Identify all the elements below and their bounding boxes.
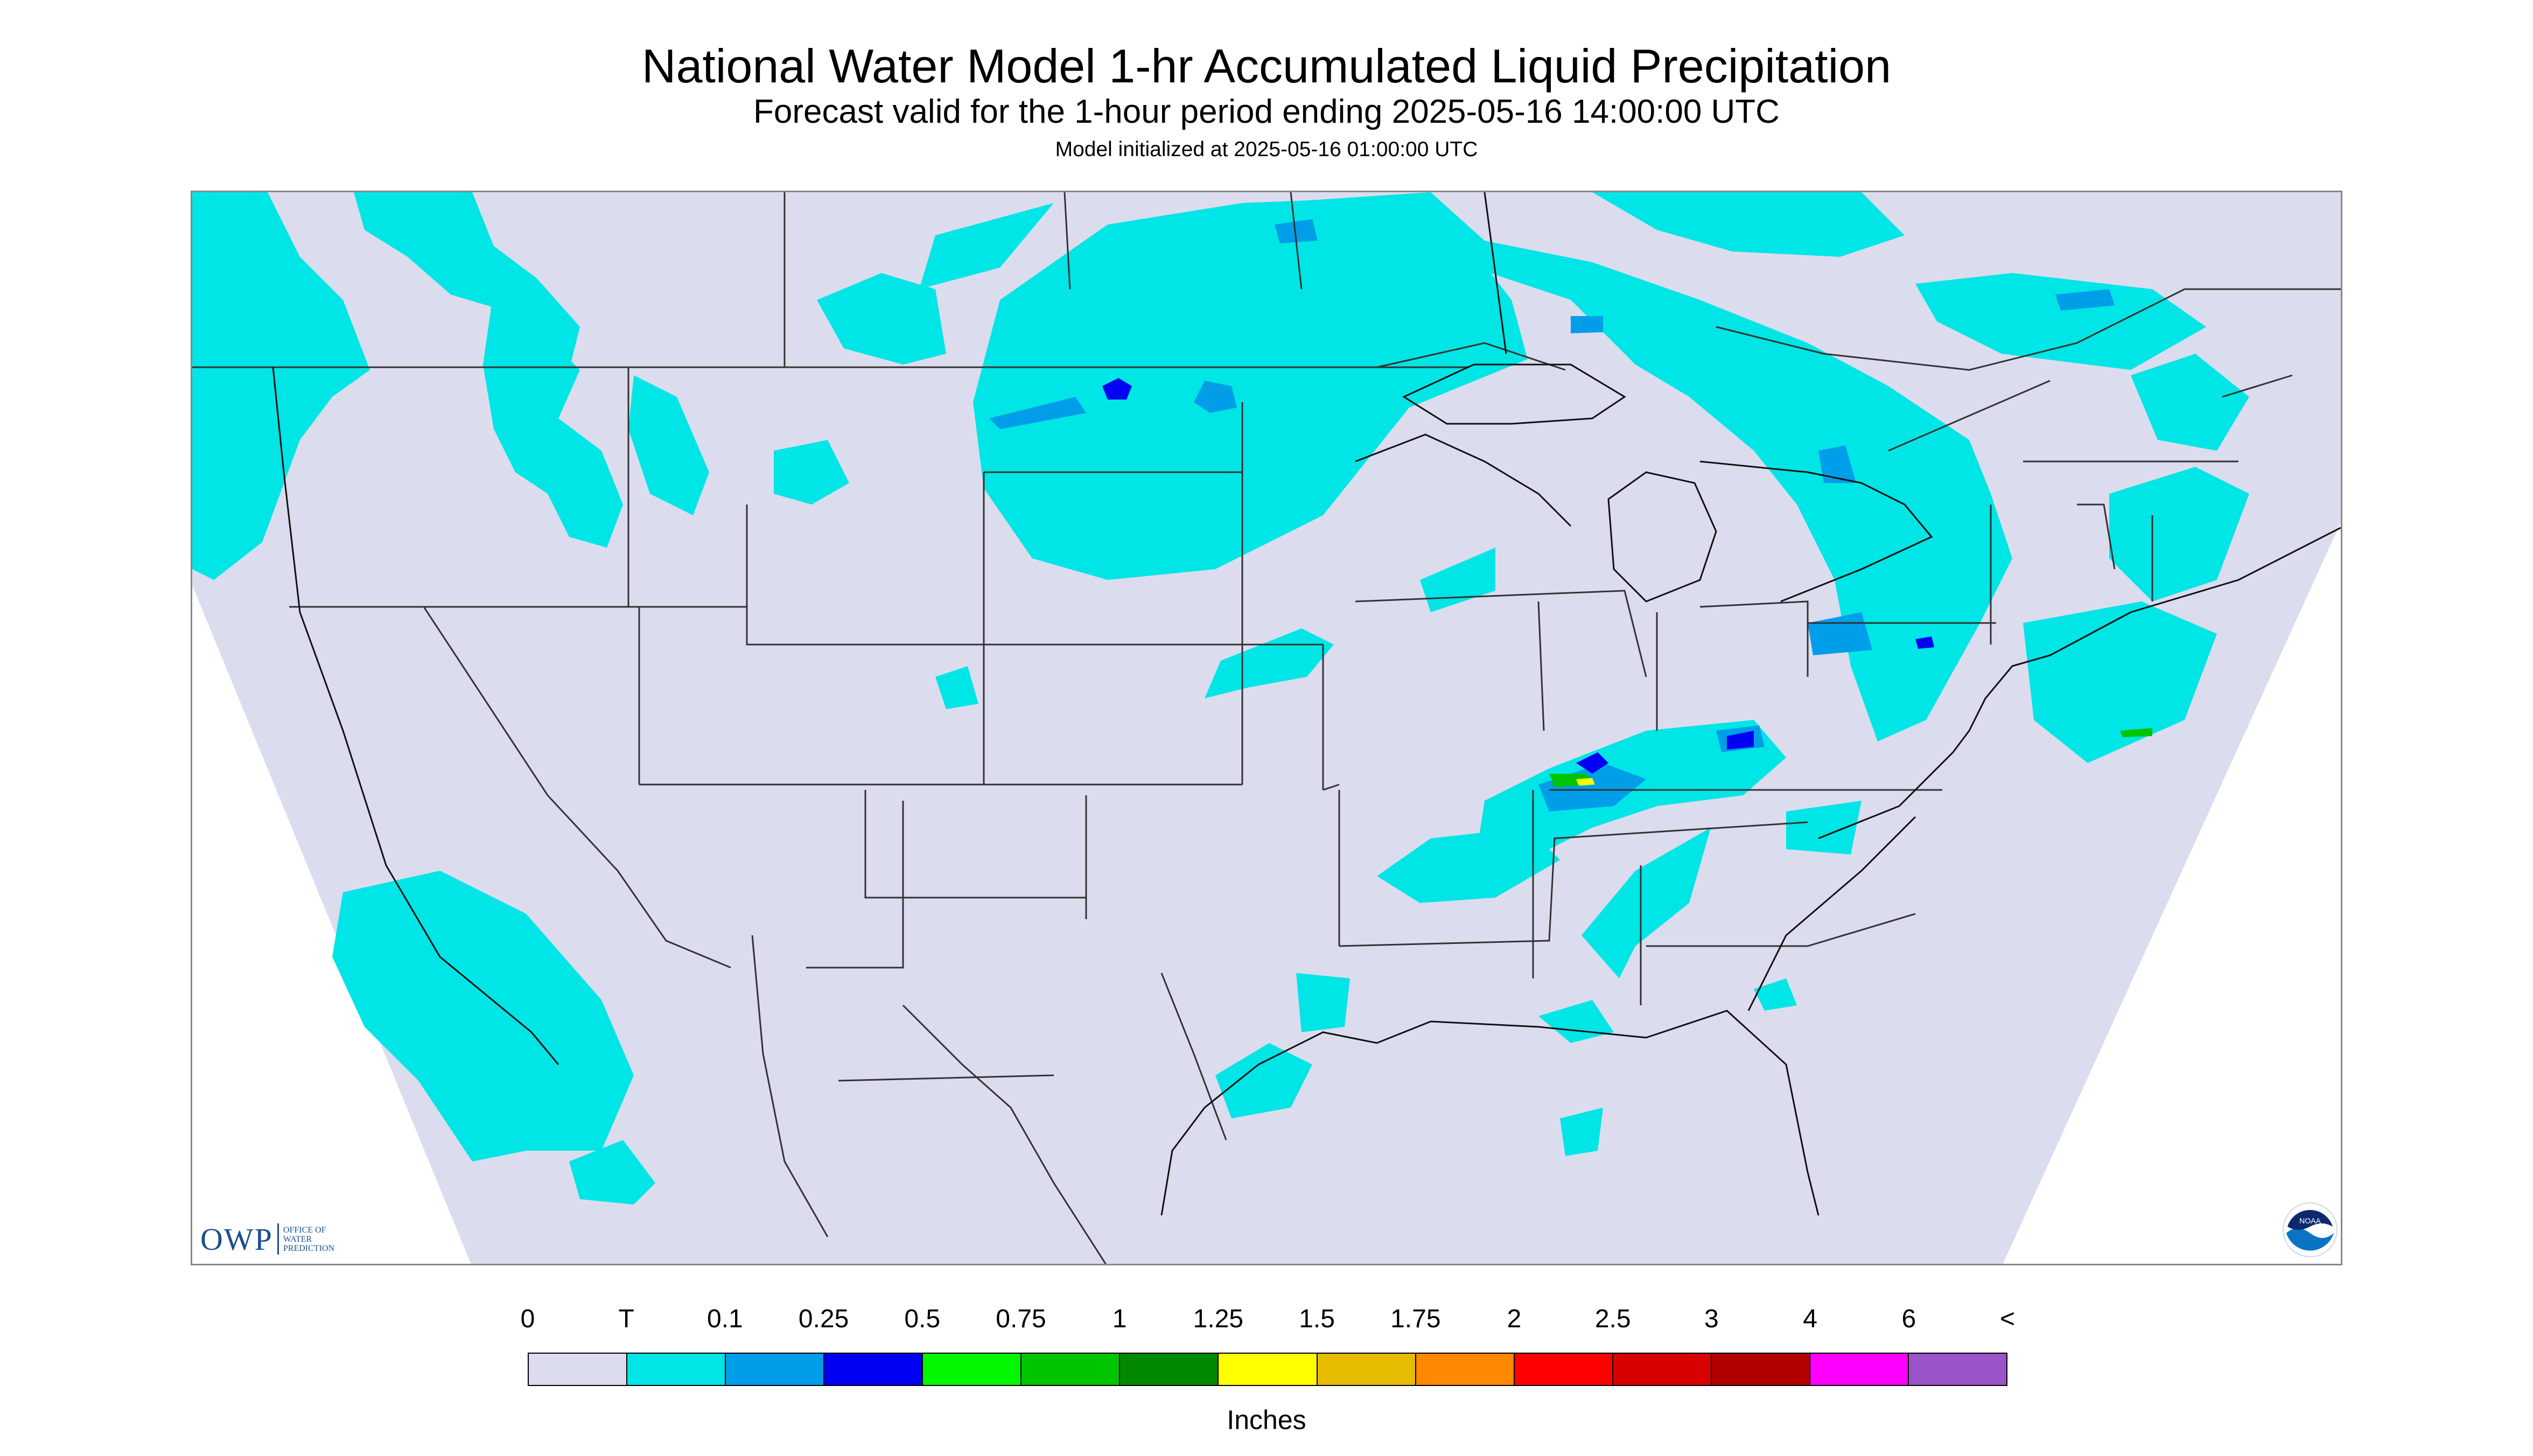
legend-tick-label: 0.5 <box>904 1305 941 1333</box>
legend-color-bar <box>528 1353 2007 1386</box>
legend-tick-label: 1.5 <box>1299 1305 1335 1333</box>
legend-tick-label: T <box>618 1305 634 1333</box>
legend-swatch <box>1514 1354 1613 1385</box>
owp-logo-mark: OWP <box>200 1221 273 1257</box>
map-title: National Water Model 1-hr Accumulated Li… <box>641 39 1892 93</box>
legend-swatch <box>726 1354 825 1385</box>
legend-tick-label: 0 <box>520 1305 535 1333</box>
legend-swatch <box>627 1354 726 1385</box>
legend-swatch <box>1219 1354 1318 1385</box>
owp-logo-line: OFFICE OF <box>283 1225 326 1235</box>
owp-logo-text: OFFICE OF WATER PREDICTION <box>283 1226 359 1253</box>
legend-tick-label: 2.5 <box>1594 1305 1631 1333</box>
legend-tick-label: 2 <box>1507 1305 1522 1333</box>
moderate-precip-areas <box>1102 378 1934 774</box>
state-boundaries <box>192 192 2341 1264</box>
legend-tick-label: 6 <box>1901 1305 1916 1333</box>
great-lakes-outline <box>1402 363 1626 425</box>
legend-swatch <box>1613 1354 1712 1385</box>
map-subtitle: Forecast valid for the 1-hour period end… <box>753 93 1780 130</box>
legend-tick-label: 3 <box>1704 1305 1719 1333</box>
legend-swatch <box>1021 1354 1121 1385</box>
legend-swatch <box>923 1354 1022 1385</box>
legend-tick-label: 1 <box>1112 1305 1127 1333</box>
legend-tick-label: < <box>1999 1305 2016 1333</box>
owp-logo: OWP OFFICE OF WATER PREDICTION <box>200 1220 359 1258</box>
legend-tick-label: 0.75 <box>996 1305 1046 1333</box>
legend-units: Inches <box>1227 1405 1306 1435</box>
legend-swatch <box>529 1354 628 1385</box>
legend-labels: 0 T 0.1 0.25 0.5 0.75 1 1.25 1.5 1.75 2 2.5 3 4 6 < <box>0 1304 2533 1336</box>
legend-swatch <box>1810 1354 1909 1385</box>
legend-swatch <box>1317 1354 1416 1385</box>
legend-tick-label: 0.1 <box>707 1305 743 1333</box>
heavy-precip-cells <box>1549 728 2152 787</box>
legend-swatch <box>1416 1354 1515 1385</box>
map-canvas <box>192 192 2341 1264</box>
trace-precip-areas <box>192 192 2249 1205</box>
model-init-text: Model initialized at 2025-05-16 01:00:00… <box>1055 138 1478 161</box>
legend-tick-label: 0.25 <box>798 1305 849 1333</box>
legend-swatch <box>824 1354 923 1385</box>
noaa-logo: NOAA <box>2283 1202 2338 1257</box>
coastlines <box>272 192 2341 1216</box>
legend-swatch <box>1120 1354 1219 1385</box>
legend-tick-label: 4 <box>1803 1305 1817 1333</box>
legend-tick-label: 1.25 <box>1193 1305 1244 1333</box>
precipitation-map <box>191 191 2342 1265</box>
legend-swatch <box>1908 1354 2006 1385</box>
owp-logo-line: WATER <box>283 1234 312 1244</box>
legend-tick-label: 1.75 <box>1390 1305 1441 1333</box>
noaa-logo-text: NOAA <box>2299 1216 2321 1225</box>
legend-swatch <box>1711 1354 1810 1385</box>
owp-logo-divider <box>277 1223 279 1255</box>
owp-logo-line: PREDICTION <box>283 1243 334 1253</box>
